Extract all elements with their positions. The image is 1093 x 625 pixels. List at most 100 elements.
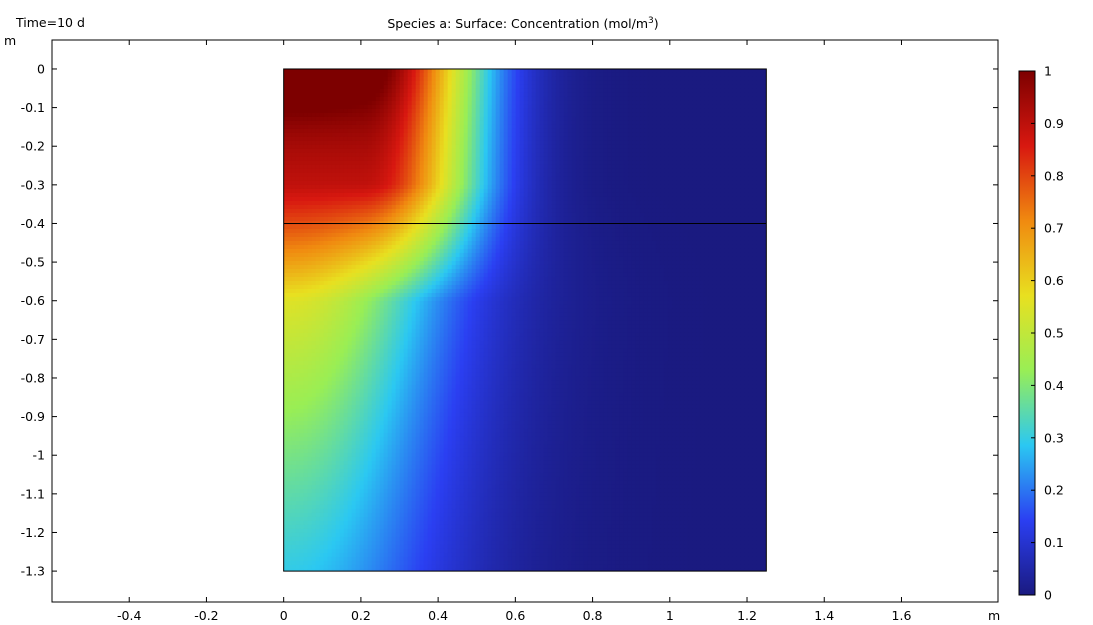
field-cell (283, 144, 289, 150)
field-cell (755, 148, 761, 154)
field-cell (555, 188, 561, 194)
field-cell (375, 116, 381, 122)
field-cell (579, 192, 585, 198)
field-cell (311, 88, 317, 94)
field-cell (311, 144, 317, 150)
field-cell (443, 80, 449, 86)
field-cell (731, 80, 737, 86)
field-cell (359, 72, 365, 78)
field-cell (291, 108, 297, 114)
field-cell (319, 132, 325, 138)
field-cell (623, 132, 629, 138)
field-cell (447, 208, 453, 214)
field-cell (559, 212, 565, 218)
field-cell (671, 152, 677, 158)
field-cell (495, 124, 501, 130)
field-cell (563, 172, 569, 178)
field-cell (599, 120, 605, 126)
field-cell (363, 184, 369, 190)
field-cell (295, 108, 301, 114)
field-cell (587, 224, 593, 230)
field-cell (615, 168, 621, 174)
field-cell (651, 84, 657, 90)
field-cell (711, 188, 717, 194)
field-cell (291, 132, 297, 138)
field-cell (755, 136, 761, 142)
field-cell (399, 132, 405, 138)
field-cell (563, 120, 569, 126)
field-cell (287, 144, 293, 150)
field-cell (547, 116, 553, 122)
field-cell (515, 168, 521, 174)
field-cell (439, 192, 445, 198)
field-cell (331, 92, 337, 98)
field-cell (547, 204, 553, 210)
field-cell (691, 148, 697, 154)
field-cell (431, 100, 437, 106)
field-cell (623, 136, 629, 142)
field-cell (387, 228, 393, 234)
field-cell (639, 172, 645, 178)
field-cell (635, 144, 641, 150)
field-cell (639, 88, 645, 94)
field-cell (511, 96, 517, 102)
field-cell (659, 216, 665, 222)
field-cell (579, 124, 585, 130)
field-cell (363, 148, 369, 154)
field-cell (579, 156, 585, 162)
field-cell (563, 156, 569, 162)
field-cell (651, 96, 657, 102)
field-cell (587, 68, 593, 74)
field-cell (687, 204, 693, 210)
field-cell (395, 116, 401, 122)
field-cell (663, 196, 669, 202)
field-cell (447, 96, 453, 102)
field-cell (411, 76, 417, 82)
field-cell (695, 144, 701, 150)
field-cell (315, 136, 321, 142)
field-cell (623, 160, 629, 166)
field-cell (623, 68, 629, 74)
field-cell (571, 176, 577, 182)
field-cell (439, 188, 445, 194)
field-cell (515, 92, 521, 98)
field-cell (591, 132, 597, 138)
field-cell (375, 136, 381, 142)
field-cell (507, 208, 513, 214)
field-cell (539, 212, 545, 218)
field-cell (747, 164, 753, 170)
field-cell (447, 184, 453, 190)
field-cell (647, 184, 653, 190)
field-cell (531, 184, 537, 190)
field-cell (491, 188, 497, 194)
field-cell (587, 164, 593, 170)
field-cell (447, 132, 453, 138)
field-cell (423, 212, 429, 218)
field-cell (579, 144, 585, 150)
field-cell (755, 200, 761, 206)
field-cell (515, 96, 521, 102)
field-cell (483, 228, 489, 234)
field-cell (559, 168, 565, 174)
field-cell (339, 172, 345, 178)
field-cell (355, 76, 361, 82)
field-cell (519, 208, 525, 214)
field-cell (579, 188, 585, 194)
field-cell (527, 104, 533, 110)
field-cell (319, 232, 325, 238)
field-cell (435, 148, 441, 154)
field-cell (395, 100, 401, 106)
field-cell (419, 124, 425, 130)
field-cell (503, 216, 509, 222)
field-cell (411, 80, 417, 86)
field-cell (763, 120, 767, 126)
field-cell (679, 180, 685, 186)
field-cell (331, 140, 337, 146)
field-cell (595, 112, 601, 118)
field-cell (371, 188, 377, 194)
field-cell (575, 228, 581, 234)
field-cell (315, 224, 321, 230)
field-cell (739, 80, 745, 86)
field-cell (711, 180, 717, 186)
field-cell (331, 100, 337, 106)
